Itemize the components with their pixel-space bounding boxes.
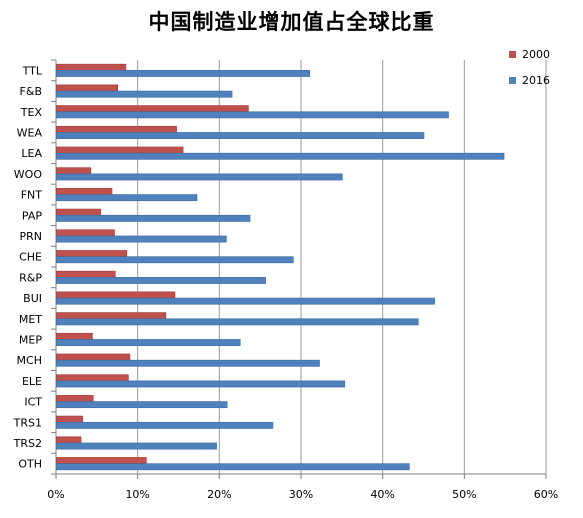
bar-2000-oth: [56, 457, 147, 464]
bar-2016-mep: [56, 339, 241, 346]
category-label: TRS2: [13, 437, 42, 450]
bar-2000-fb: [56, 84, 119, 92]
bar-2016-ele: [56, 380, 346, 388]
legend-label-2000: 2000: [522, 48, 550, 61]
bar-2000-fnt: [56, 188, 113, 195]
bar-2000-trs2: [56, 436, 82, 444]
x-tick-label: 0%: [47, 488, 64, 501]
bar-2000-rp: [56, 270, 116, 278]
category-label: ELE: [22, 375, 42, 388]
category-label: MET: [19, 313, 42, 326]
chart-title: 中国制造业增加值占全球比重: [148, 9, 435, 34]
bar-2016-mch: [56, 359, 320, 367]
category-label: BUI: [23, 292, 42, 305]
bar-2000-lea: [56, 146, 184, 154]
legend-swatch-2016: [509, 77, 516, 84]
bar-2016-trs1: [56, 421, 274, 429]
bar-2016-fb: [56, 90, 233, 98]
bar-2000-tex: [56, 105, 249, 113]
category-label: MCH: [17, 354, 42, 367]
bar-2000-trs1: [56, 415, 83, 423]
bar-2016-pap: [56, 214, 251, 222]
bar-2000-ict: [56, 395, 94, 402]
bar-2000-che: [56, 250, 128, 257]
category-label: WOO: [14, 168, 43, 181]
bar-2000-mch: [56, 353, 131, 361]
x-tick-label: 10%: [125, 488, 149, 501]
bar-2016-oth: [56, 463, 410, 471]
bar-2016-trs2: [56, 442, 217, 450]
bar-2016-lea: [56, 152, 505, 160]
x-tick-label: 20%: [207, 488, 231, 501]
category-label: LEA: [21, 147, 42, 160]
bar-2016-tex: [56, 111, 449, 119]
category-label: WEA: [17, 126, 43, 139]
legend-swatch-2000: [509, 51, 516, 58]
category-label: PRN: [19, 230, 42, 243]
bar-2016-prn: [56, 235, 227, 243]
x-tick-label: 40%: [370, 488, 394, 501]
x-tick-label: 60%: [534, 488, 558, 501]
x-tick-label: 30%: [289, 488, 313, 501]
bar-2016-rp: [56, 277, 266, 284]
category-label: CHE: [19, 251, 42, 264]
category-label: F&B: [20, 85, 42, 98]
x-tick-label: 50%: [452, 488, 476, 501]
bar-2000-met: [56, 312, 167, 320]
category-label: R&P: [19, 271, 42, 284]
category-label: TEX: [20, 106, 43, 119]
bar-2016-ict: [56, 401, 228, 409]
bar-2000-woo: [56, 167, 92, 175]
category-label: ICT: [24, 396, 42, 409]
bar-2000-wea: [56, 125, 177, 133]
category-label: TRS1: [13, 416, 42, 429]
bar-2016-wea: [56, 132, 425, 139]
bar-2016-ttl: [56, 70, 310, 77]
category-label: TTL: [22, 64, 43, 77]
bar-2016-che: [56, 256, 294, 264]
bar-2000-bui: [56, 291, 176, 299]
bar-2000-mep: [56, 332, 93, 340]
bar-2000-pap: [56, 208, 101, 216]
category-label: MEP: [19, 333, 42, 346]
category-label: OTH: [18, 458, 42, 471]
category-label: PAP: [22, 209, 42, 222]
bar-2016-met: [56, 318, 419, 326]
category-label: FNT: [21, 189, 43, 202]
bar-2016-fnt: [56, 194, 198, 202]
bar-2016-bui: [56, 297, 435, 305]
bar-2000-ele: [56, 374, 129, 382]
bar-2000-ttl: [56, 63, 127, 71]
bar-2000-prn: [56, 229, 115, 237]
bar-2016-woo: [56, 173, 343, 181]
legend-label-2016: 2016: [522, 74, 550, 87]
